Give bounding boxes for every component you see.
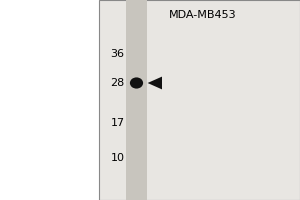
Text: 10: 10 [110,153,124,163]
Ellipse shape [130,77,143,89]
FancyBboxPatch shape [99,0,300,200]
FancyBboxPatch shape [126,0,147,200]
FancyBboxPatch shape [0,0,99,200]
Text: 17: 17 [110,118,124,128]
Text: 36: 36 [110,49,124,59]
Text: MDA-MB453: MDA-MB453 [169,10,237,20]
Text: 28: 28 [110,78,124,88]
Polygon shape [148,77,162,89]
